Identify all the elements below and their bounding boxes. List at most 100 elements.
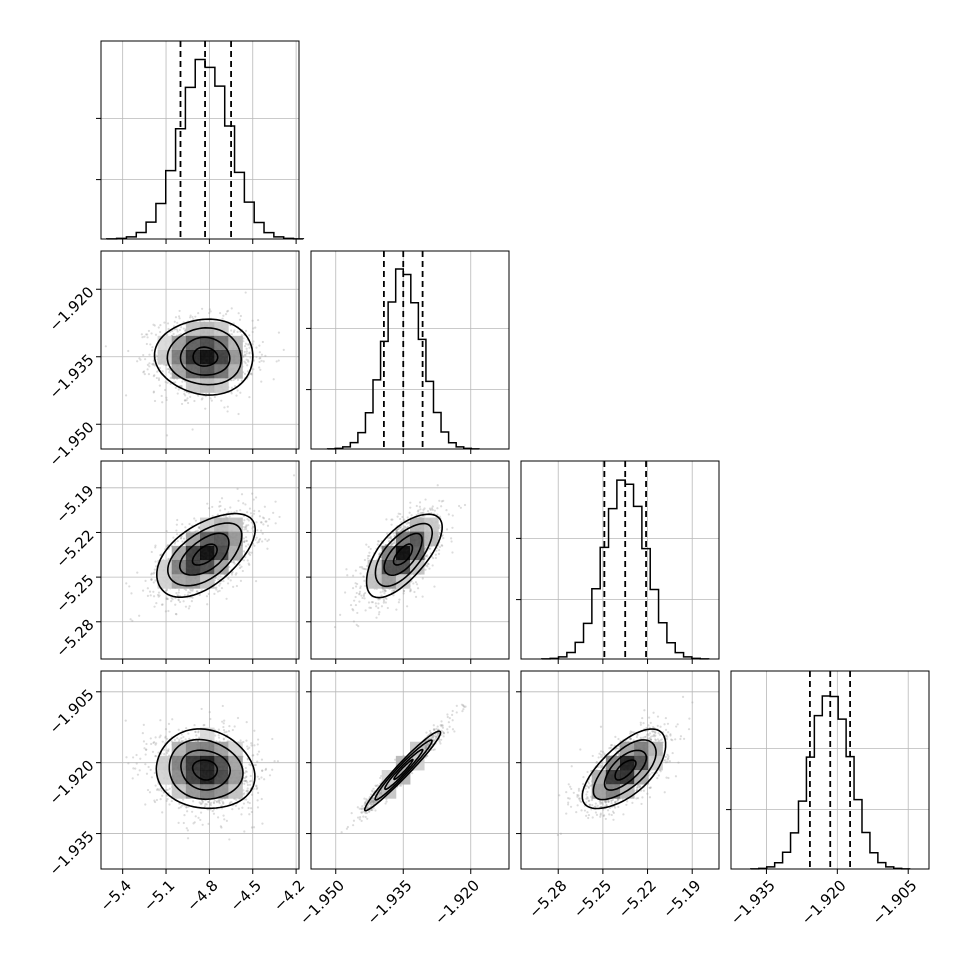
scatter-point bbox=[131, 619, 134, 622]
scatter-point bbox=[262, 517, 266, 520]
scatter-point bbox=[142, 723, 145, 727]
scatter-point bbox=[231, 808, 234, 811]
scatter-point bbox=[409, 590, 412, 593]
scatter-point bbox=[251, 527, 254, 530]
scatter-point bbox=[236, 378, 240, 381]
scatter-point bbox=[145, 772, 149, 775]
scatter-point bbox=[226, 405, 229, 408]
scatter-point bbox=[124, 394, 128, 397]
scatter-point bbox=[161, 811, 164, 814]
scatter-point bbox=[384, 589, 387, 593]
scatter-point bbox=[367, 601, 371, 604]
scatter-point bbox=[173, 320, 176, 323]
scatter-point bbox=[248, 396, 251, 399]
scatter-point bbox=[182, 327, 185, 330]
scatter-point bbox=[395, 608, 398, 611]
scatter-point bbox=[131, 756, 135, 759]
scatter-point bbox=[245, 775, 248, 779]
scatter-point bbox=[383, 592, 386, 595]
scatter-point bbox=[384, 589, 387, 592]
scatter-point bbox=[207, 392, 211, 395]
scatter-point bbox=[199, 811, 203, 814]
scatter-point bbox=[385, 532, 389, 535]
scatter-point bbox=[194, 730, 197, 733]
scatter-point bbox=[262, 523, 265, 526]
scatter-point bbox=[230, 571, 234, 575]
scatter-point bbox=[244, 291, 247, 294]
scatter-point bbox=[183, 814, 186, 817]
scatter-point bbox=[146, 333, 149, 336]
scatter-point bbox=[176, 328, 179, 331]
scatter-point bbox=[170, 596, 173, 600]
scatter-point bbox=[245, 347, 248, 350]
scatter-point bbox=[177, 594, 180, 597]
scatter-point bbox=[157, 751, 160, 754]
scatter-point bbox=[211, 809, 214, 813]
contour-1.5sigma bbox=[166, 522, 243, 587]
scatter-point bbox=[438, 515, 442, 518]
scatter-point bbox=[244, 776, 247, 779]
scatter-point bbox=[188, 605, 191, 608]
scatter-point bbox=[159, 719, 162, 722]
scatter-point bbox=[208, 311, 211, 315]
scatter-point bbox=[242, 559, 246, 562]
scatter-point bbox=[402, 592, 405, 595]
scatter-point bbox=[150, 578, 153, 582]
scatter-point bbox=[159, 324, 162, 327]
scatter-point bbox=[386, 606, 389, 610]
scatter-point bbox=[175, 529, 178, 532]
scatter-point bbox=[377, 602, 380, 605]
scatter-point bbox=[429, 547, 432, 550]
scatter-point bbox=[176, 321, 179, 324]
scatter-point bbox=[243, 540, 246, 544]
scatter-point bbox=[189, 588, 192, 591]
scatter-point bbox=[245, 770, 248, 773]
scatter-point bbox=[367, 545, 370, 548]
scatter-point bbox=[257, 510, 261, 513]
scatter-point bbox=[380, 594, 383, 597]
scatter-point bbox=[174, 381, 177, 384]
scatter-point bbox=[165, 737, 169, 740]
scatter-point bbox=[146, 587, 149, 590]
scatter-point bbox=[166, 544, 170, 547]
scatter-point bbox=[167, 722, 171, 725]
scatter-point bbox=[367, 554, 370, 558]
scatter-point bbox=[393, 540, 396, 543]
scatter-point bbox=[223, 731, 226, 734]
scatter-point bbox=[390, 523, 393, 526]
scatter-point bbox=[339, 613, 342, 616]
scatter-point bbox=[166, 597, 169, 601]
scatter-point bbox=[232, 585, 235, 588]
scatter-point bbox=[242, 502, 245, 505]
scatter-point bbox=[221, 317, 224, 320]
density-cell bbox=[171, 560, 187, 575]
scatter-point bbox=[180, 402, 184, 406]
scatter-point bbox=[228, 515, 231, 518]
scatter-point bbox=[351, 607, 354, 611]
scatter-point bbox=[243, 345, 247, 348]
scatter-point bbox=[407, 521, 411, 525]
scatter-point bbox=[197, 736, 201, 739]
scatter-point bbox=[416, 510, 419, 513]
scatter-point bbox=[189, 314, 192, 317]
scatter-point bbox=[365, 543, 368, 546]
scatter-point bbox=[232, 378, 235, 382]
scatter-point bbox=[400, 521, 403, 524]
scatter-point bbox=[146, 594, 150, 597]
scatter-point bbox=[154, 754, 157, 758]
scatter-point bbox=[258, 344, 261, 347]
scatter-point bbox=[157, 591, 161, 594]
scatter-point bbox=[377, 598, 380, 601]
scatter-point bbox=[146, 336, 149, 339]
scatter-point bbox=[177, 588, 181, 592]
scatter-point bbox=[387, 536, 390, 540]
scatter-point bbox=[418, 501, 422, 504]
scatter-point bbox=[155, 565, 158, 568]
density-cell bbox=[395, 574, 411, 589]
scatter-point bbox=[395, 529, 398, 532]
scatter-point bbox=[260, 776, 263, 779]
scatter-point bbox=[243, 540, 246, 544]
scatter-point bbox=[245, 798, 248, 801]
scatter-point bbox=[247, 519, 251, 522]
scatter-point bbox=[156, 370, 159, 373]
